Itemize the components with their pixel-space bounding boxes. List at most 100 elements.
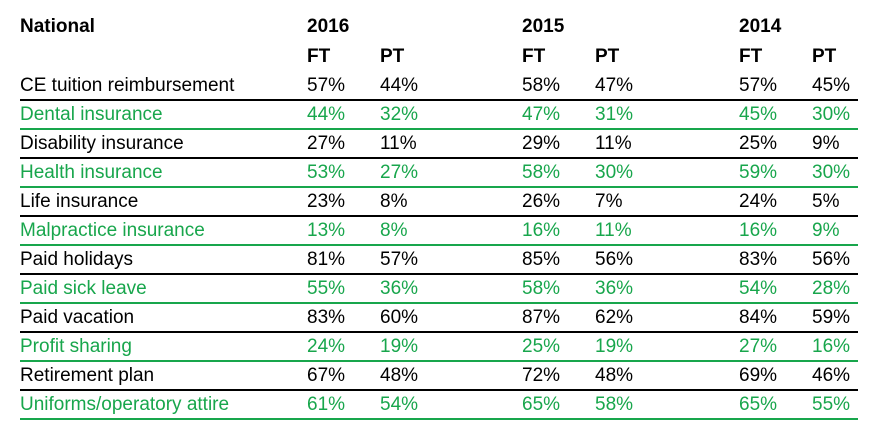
value-cell: 48%: [380, 364, 419, 386]
table-row: Paid sick leave 55% 36% 58% 36% 54% 28%: [20, 275, 858, 304]
value-cell: 5%: [812, 190, 840, 212]
row-label: Uniforms/operatory attire: [20, 393, 230, 415]
value-cell: 25%: [522, 335, 561, 357]
value-cell: 24%: [307, 335, 346, 357]
value-cell: 27%: [307, 132, 346, 154]
table-body: CE tuition reimbursement 57% 44% 58% 47% 57% 4…: [20, 72, 858, 420]
spacer: [20, 42, 307, 72]
value-cell: 30%: [595, 161, 634, 183]
row-label: Health insurance: [20, 161, 163, 183]
value-cell: 87%: [522, 306, 561, 328]
row-label: Life insurance: [20, 190, 139, 212]
value-cell: 27%: [739, 335, 778, 357]
value-cell: 53%: [307, 161, 346, 183]
value-cell: 59%: [739, 161, 778, 183]
value-cell: 11%: [595, 219, 632, 241]
table-row: Profit sharing 24% 19% 25% 19% 27% 16%: [20, 333, 858, 362]
row-label: Paid sick leave: [20, 277, 147, 299]
value-cell: 58%: [595, 393, 634, 415]
value-cell: 7%: [595, 190, 623, 212]
value-cell: 67%: [307, 364, 346, 386]
value-cell: 47%: [595, 74, 634, 96]
value-cell: 48%: [595, 364, 634, 386]
value-cell: 81%: [307, 248, 346, 270]
table-row: Disability insurance 27% 11% 29% 11% 25% 9%: [20, 130, 858, 159]
value-cell: 27%: [380, 161, 419, 183]
value-cell: 57%: [739, 74, 778, 96]
value-cell: 24%: [739, 190, 778, 212]
table-row: Retirement plan 67% 48% 72% 48% 69% 46%: [20, 362, 858, 391]
value-cell: 13%: [307, 219, 346, 241]
value-cell: 19%: [595, 335, 634, 357]
value-cell: 16%: [812, 335, 851, 357]
value-cell: 65%: [739, 393, 778, 415]
value-cell: 31%: [595, 103, 634, 125]
pt-header-2014: PT: [812, 46, 837, 67]
benefits-table: National 2016 2015 2014 FT PT FT PT FT P…: [20, 12, 858, 420]
value-cell: 9%: [812, 219, 840, 241]
value-cell: 58%: [522, 277, 561, 299]
value-cell: 56%: [812, 248, 851, 270]
table-title: National: [20, 16, 95, 37]
row-label: CE tuition reimbursement: [20, 74, 235, 96]
value-cell: 54%: [380, 393, 419, 415]
value-cell: 57%: [380, 248, 419, 270]
value-cell: 55%: [307, 277, 346, 299]
value-cell: 55%: [812, 393, 851, 415]
row-label: Retirement plan: [20, 364, 155, 386]
value-cell: 85%: [522, 248, 561, 270]
value-cell: 25%: [739, 132, 778, 154]
value-cell: 11%: [595, 132, 632, 154]
value-cell: 58%: [522, 74, 561, 96]
table-row: Paid holidays 81% 57% 85% 56% 83% 56%: [20, 246, 858, 275]
pt-header-2016: PT: [380, 46, 405, 67]
value-cell: 30%: [812, 103, 851, 125]
value-cell: 8%: [380, 190, 408, 212]
row-label: Profit sharing: [20, 335, 132, 357]
value-cell: 45%: [739, 103, 778, 125]
value-cell: 60%: [380, 306, 419, 328]
value-cell: 23%: [307, 190, 346, 212]
value-cell: 30%: [812, 161, 851, 183]
table-row: CE tuition reimbursement 57% 44% 58% 47% 57% 4…: [20, 72, 858, 101]
row-label: Paid vacation: [20, 306, 135, 328]
spacer: [595, 12, 739, 42]
value-cell: 44%: [380, 74, 419, 96]
value-cell: 26%: [522, 190, 561, 212]
value-cell: 11%: [380, 132, 417, 154]
value-cell: 32%: [380, 103, 419, 125]
value-cell: 8%: [380, 219, 408, 241]
spacer: [812, 12, 858, 42]
ft-header-2015: FT: [522, 46, 546, 67]
value-cell: 84%: [739, 306, 778, 328]
table-row: Life insurance 23% 8% 26% 7% 24% 5%: [20, 188, 858, 217]
value-cell: 47%: [522, 103, 561, 125]
table-row: Malpractice insurance 13% 8% 16% 11% 16% 9%: [20, 217, 858, 246]
value-cell: 83%: [307, 306, 346, 328]
table-row: Health insurance 53% 27% 58% 30% 59% 30%: [20, 159, 858, 188]
value-cell: 57%: [307, 74, 346, 96]
value-cell: 16%: [739, 219, 778, 241]
spacer: [380, 12, 522, 42]
value-cell: 16%: [522, 219, 561, 241]
value-cell: 83%: [739, 248, 778, 270]
value-cell: 54%: [739, 277, 778, 299]
value-cell: 59%: [812, 306, 851, 328]
value-cell: 29%: [522, 132, 561, 154]
value-cell: 19%: [380, 335, 419, 357]
value-cell: 61%: [307, 393, 346, 415]
year-header-row: National 2016 2015 2014: [20, 12, 858, 42]
value-cell: 36%: [595, 277, 634, 299]
value-cell: 44%: [307, 103, 346, 125]
value-cell: 58%: [522, 161, 561, 183]
year-header-2014: 2014: [739, 16, 782, 37]
year-header-2015: 2015: [522, 16, 565, 37]
row-label: Dental insurance: [20, 103, 163, 125]
year-header-2016: 2016: [307, 16, 350, 37]
table-row: Dental insurance 44% 32% 47% 31% 45% 30%: [20, 101, 858, 130]
value-cell: 28%: [812, 277, 851, 299]
table-row: Paid vacation 83% 60% 87% 62% 84% 59%: [20, 304, 858, 333]
ft-header-2016: FT: [307, 46, 331, 67]
value-cell: 62%: [595, 306, 634, 328]
value-cell: 46%: [812, 364, 851, 386]
